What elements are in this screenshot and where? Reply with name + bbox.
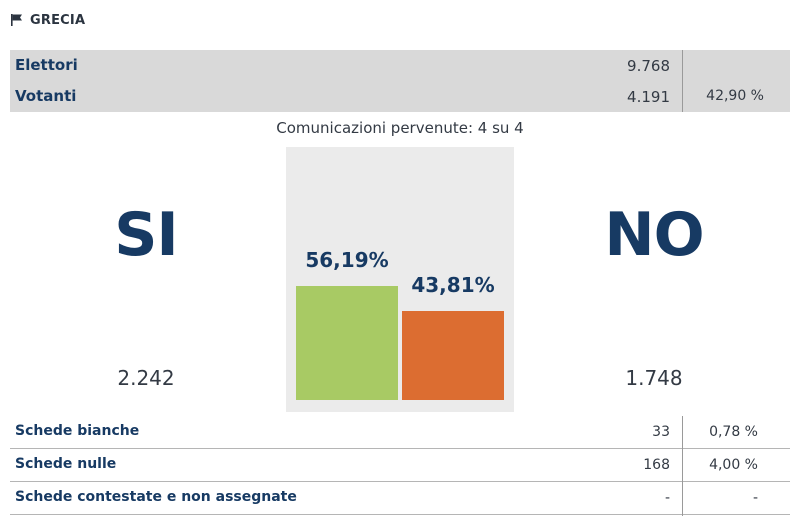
bar-no bbox=[402, 311, 504, 400]
turnout-summary: Elettori 9.768 Votanti 4.191 42,90 % bbox=[10, 50, 790, 112]
stats-row: Schede contestate e non assegnate - - bbox=[10, 482, 790, 515]
communications-status: Comunicazioni pervenute: 4 su 4 bbox=[276, 119, 524, 137]
column-divider bbox=[682, 416, 683, 516]
stats-percent: 0,78 % bbox=[709, 424, 758, 440]
no-count: 1.748 bbox=[625, 366, 683, 390]
stats-percent: 4,00 % bbox=[709, 457, 758, 473]
bar-no-percent: 43,81% bbox=[411, 273, 495, 297]
stats-label: Schede nulle bbox=[15, 456, 117, 472]
stats-percent: - bbox=[752, 490, 758, 506]
ballot-stats: Schede bianche 33 0,78 % Schede nulle 16… bbox=[10, 416, 790, 516]
stats-row: Schede nulle 168 4,00 % bbox=[10, 449, 790, 482]
stats-value: 33 bbox=[652, 424, 670, 440]
flag-icon bbox=[11, 14, 22, 26]
yes-label: SI bbox=[114, 200, 179, 270]
stats-value: 168 bbox=[643, 457, 670, 473]
elettori-value: 9.768 bbox=[627, 57, 670, 75]
votanti-percent: 42,90 % bbox=[706, 88, 764, 104]
votanti-row: Votanti 4.191 42,90 % bbox=[10, 81, 790, 112]
elettori-label: Elettori bbox=[15, 56, 78, 74]
no-label: NO bbox=[604, 200, 704, 270]
column-divider bbox=[682, 50, 683, 112]
stats-label: Schede contestate e non assegnate bbox=[15, 489, 297, 505]
bar-yes bbox=[296, 286, 398, 400]
votanti-value: 4.191 bbox=[627, 88, 670, 106]
stats-row: Schede bianche 33 0,78 % bbox=[10, 416, 790, 449]
region-header: GRECIA bbox=[10, 10, 85, 30]
votanti-label: Votanti bbox=[15, 87, 77, 105]
elettori-row: Elettori 9.768 bbox=[10, 50, 790, 81]
result-chart: 56,19% 43,81% bbox=[286, 147, 514, 412]
bar-yes-percent: 56,19% bbox=[305, 248, 389, 272]
region-title: GRECIA bbox=[30, 12, 86, 28]
stats-label: Schede bianche bbox=[15, 423, 140, 439]
yes-count: 2.242 bbox=[117, 366, 175, 390]
stats-value: - bbox=[664, 490, 670, 506]
